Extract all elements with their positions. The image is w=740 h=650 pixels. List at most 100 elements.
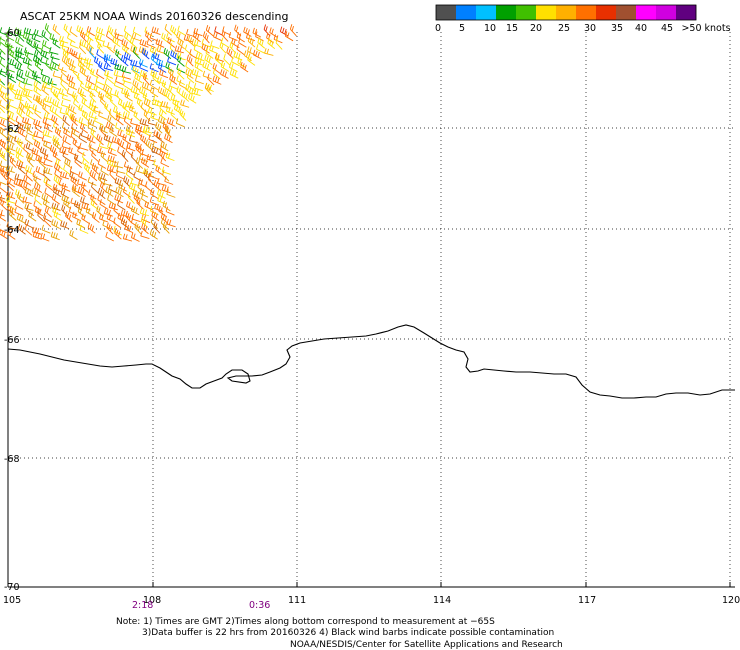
- wind-barb-icon: [164, 133, 173, 144]
- wind-barb-icon: [139, 208, 150, 217]
- wind-barb-icon: [8, 99, 18, 110]
- wind-barb-icon: [247, 46, 256, 56]
- lat-label: -68: [4, 454, 20, 465]
- wind-barb-icon: [167, 66, 176, 79]
- wind-barb-icon: [149, 79, 159, 91]
- wind-barb-icon: [85, 30, 94, 42]
- wind-barb-icon: [0, 139, 8, 151]
- wind-barb-icon: [41, 29, 50, 42]
- wind-barb-icon: [98, 141, 109, 150]
- wind-barb-icon: [23, 144, 31, 156]
- wind-barb-icon: [65, 107, 73, 120]
- wind-barb-icon: [103, 55, 111, 68]
- wind-barb-icon: [157, 86, 167, 97]
- wind-barb-icon: [72, 186, 80, 198]
- wind-barb-icon: [179, 108, 187, 121]
- wind-barb-icon: [45, 179, 54, 191]
- wind-barb-icon: [153, 130, 162, 140]
- wind-barb-icon: [186, 72, 195, 84]
- wind-barb-icon: [6, 134, 15, 145]
- lon-label: 117: [578, 595, 596, 606]
- wind-barb-icon: [177, 38, 185, 50]
- wind-barb-icon: [275, 37, 283, 50]
- wind-barb-icon: [43, 112, 53, 121]
- wind-barb-icon: [103, 53, 113, 62]
- wind-barb-icon: [22, 57, 32, 66]
- wind-barb-icon: [126, 142, 136, 152]
- wind-barb-icon: [231, 56, 240, 67]
- wind-barb-icon: [71, 91, 79, 104]
- legend-label: 20: [530, 23, 542, 34]
- wind-barb-icon: [70, 114, 78, 126]
- wind-barb-icon: [151, 26, 161, 35]
- wind-barb-icon: [124, 223, 134, 234]
- wind-barb-icon: [131, 213, 141, 223]
- wind-barb-icon: [191, 88, 201, 96]
- wind-barb-icon: [193, 82, 203, 92]
- wind-barb-icon: [115, 76, 124, 86]
- wind-barb-icon: [34, 107, 42, 120]
- wind-barb-icon: [72, 211, 81, 222]
- wind-barb-icon: [100, 125, 108, 138]
- wind-barb-icon: [0, 73, 6, 86]
- wind-barb-icon: [194, 57, 204, 66]
- lat-label: -60: [4, 28, 20, 39]
- wind-barb-icon: [39, 146, 49, 157]
- wind-barb-icon: [0, 90, 8, 103]
- wind-barb-icon: [32, 133, 41, 144]
- wind-barb-icon: [24, 122, 33, 134]
- wind-barb-icon: [43, 176, 52, 188]
- wind-barb-icon: [0, 101, 6, 114]
- wind-barb-icon: [43, 153, 53, 163]
- wind-barb-icon: [23, 77, 33, 86]
- wind-barb-icon: [133, 171, 142, 182]
- wind-barb-icon: [170, 50, 179, 61]
- wind-barb-icon: [205, 47, 214, 59]
- lon-label: 111: [288, 595, 306, 606]
- wind-barb-icon: [50, 231, 60, 241]
- wind-barb-icon: [156, 189, 166, 199]
- wind-barb-icon: [22, 196, 32, 205]
- wind-barb-icon: [41, 45, 51, 54]
- wind-barb-icon: [159, 102, 167, 115]
- wind-barb-icon: [5, 63, 15, 73]
- wind-barb-icon: [36, 96, 44, 108]
- wind-barb-icon: [78, 133, 88, 144]
- wind-barb-icon: [145, 30, 153, 43]
- wind-barb-icon: [89, 47, 97, 60]
- wind-barb-icon: [202, 70, 212, 80]
- wind-barb-icon: [31, 33, 41, 43]
- wind-barb-icon: [138, 46, 148, 56]
- wind-barb-icon: [84, 162, 92, 175]
- wind-barb-icon: [19, 96, 27, 109]
- wind-barb-icon: [122, 80, 132, 91]
- wind-barb-icon: [207, 73, 215, 86]
- wind-barb-icon: [61, 55, 70, 67]
- legend-swatch: [456, 5, 477, 20]
- wind-barb-icon: [159, 69, 169, 79]
- wind-barb-icon: [164, 23, 172, 36]
- wind-barb-icon: [0, 160, 7, 168]
- wind-barb-icon: [0, 198, 8, 211]
- wind-barb-icon: [157, 62, 167, 73]
- wind-barb-icon: [100, 165, 109, 176]
- wind-barb-icon: [120, 217, 129, 229]
- legend-label: 10: [484, 23, 496, 34]
- wind-barb-icon: [0, 181, 7, 185]
- wind-barb-icon: [59, 171, 70, 180]
- wind-barb-icon: [187, 35, 196, 47]
- wind-barb-icon: [149, 170, 159, 180]
- wind-barb-icon: [0, 182, 7, 194]
- legend-swatch: [676, 5, 697, 20]
- wind-barb-icon: [257, 37, 266, 49]
- wind-barb-icon: [51, 193, 60, 205]
- wind-barb-icon: [273, 34, 283, 44]
- lat-label: -70: [4, 582, 20, 593]
- wind-barb-icon: [165, 106, 175, 115]
- wind-barb-icon: [34, 59, 43, 72]
- wind-barb-icon: [79, 39, 88, 49]
- wind-barb-icon: [82, 151, 90, 164]
- wind-barb-icon: [60, 78, 68, 91]
- wind-barb-icon: [177, 55, 185, 67]
- wind-barb-icon: [204, 82, 212, 95]
